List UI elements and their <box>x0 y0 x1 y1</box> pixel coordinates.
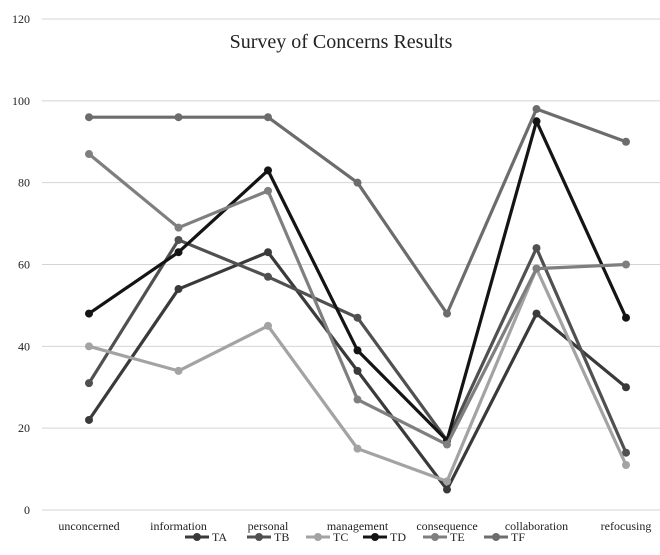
data-point <box>85 415 93 424</box>
data-point <box>353 178 362 187</box>
y-tick-label: 0 <box>24 503 30 517</box>
series-te <box>85 150 630 449</box>
y-tick-label: 80 <box>18 176 30 190</box>
legend-label: TA <box>212 530 227 544</box>
data-point <box>85 342 93 351</box>
legend-marker <box>255 533 263 541</box>
data-point <box>353 366 362 375</box>
legend-label: TB <box>274 530 289 544</box>
data-point <box>264 248 272 257</box>
data-point <box>85 150 93 159</box>
data-point <box>532 264 541 273</box>
legend-item-tc: TC <box>306 530 348 544</box>
data-point <box>174 248 183 257</box>
data-point <box>174 235 183 244</box>
x-axis-ticks: unconcerned information personal management… <box>58 519 651 533</box>
y-tick-label: 100 <box>12 94 30 108</box>
data-point <box>622 460 630 469</box>
data-point <box>443 440 451 449</box>
data-point <box>622 383 630 392</box>
legend-marker <box>492 533 500 541</box>
data-point <box>264 166 272 175</box>
y-tick-label: 20 <box>18 421 30 435</box>
data-point <box>622 260 630 269</box>
y-axis-ticks: 0 20 40 60 80 100 120 <box>12 12 30 517</box>
legend-label: TC <box>333 530 348 544</box>
data-point <box>532 117 541 126</box>
data-point <box>443 477 451 486</box>
data-point <box>443 309 451 318</box>
data-point <box>353 313 362 322</box>
series-tf <box>85 105 630 318</box>
legend: TA TB TC TD TE TF <box>185 530 525 544</box>
data-point <box>85 379 93 388</box>
series-line <box>88 119 628 443</box>
data-point <box>353 444 362 453</box>
data-point <box>532 309 541 318</box>
data-point <box>174 113 183 122</box>
legend-label: TD <box>390 530 406 544</box>
legend-marker <box>193 533 201 541</box>
data-point <box>353 395 362 404</box>
y-tick-label: 120 <box>12 12 30 26</box>
legend-item-td: TD <box>363 530 406 544</box>
legend-label: TF <box>511 530 525 544</box>
data-point <box>174 366 183 375</box>
legend-item-tf: TF <box>484 530 525 544</box>
x-tick-label: unconcerned <box>58 519 119 533</box>
data-point <box>622 137 630 146</box>
x-tick-label: personal <box>248 519 289 533</box>
data-point <box>264 186 272 195</box>
data-point <box>264 272 272 281</box>
data-point <box>532 105 541 114</box>
legend-marker <box>371 533 379 541</box>
data-point <box>85 309 93 318</box>
legend-marker <box>431 533 439 541</box>
x-tick-label: refocusing <box>601 519 652 533</box>
series-lines <box>85 105 630 494</box>
data-point <box>85 113 93 122</box>
x-tick-label: information <box>150 519 207 533</box>
data-point <box>264 113 272 122</box>
legend-item-tb: TB <box>247 530 289 544</box>
legend-marker <box>314 533 322 541</box>
x-tick-label: collaboration <box>505 519 568 533</box>
series-ta <box>85 248 630 494</box>
data-point <box>443 485 451 494</box>
y-tick-label: 60 <box>18 258 30 272</box>
legend-item-te: TE <box>423 530 465 544</box>
x-tick-label: consequence <box>416 519 477 533</box>
grid-lines <box>42 18 660 511</box>
x-tick-label: management <box>327 519 389 533</box>
data-point <box>622 313 630 322</box>
legend-label: TE <box>450 530 465 544</box>
series-td <box>85 117 630 445</box>
data-point <box>174 285 183 294</box>
legend-item-ta: TA <box>185 530 227 544</box>
y-tick-label: 40 <box>18 339 30 353</box>
data-point <box>353 346 362 355</box>
data-point <box>532 244 541 253</box>
data-point <box>264 321 272 330</box>
data-point <box>622 448 630 457</box>
data-point <box>174 223 183 232</box>
chart-title: Survey of Concerns Results <box>230 31 453 53</box>
series-tc <box>85 264 630 486</box>
